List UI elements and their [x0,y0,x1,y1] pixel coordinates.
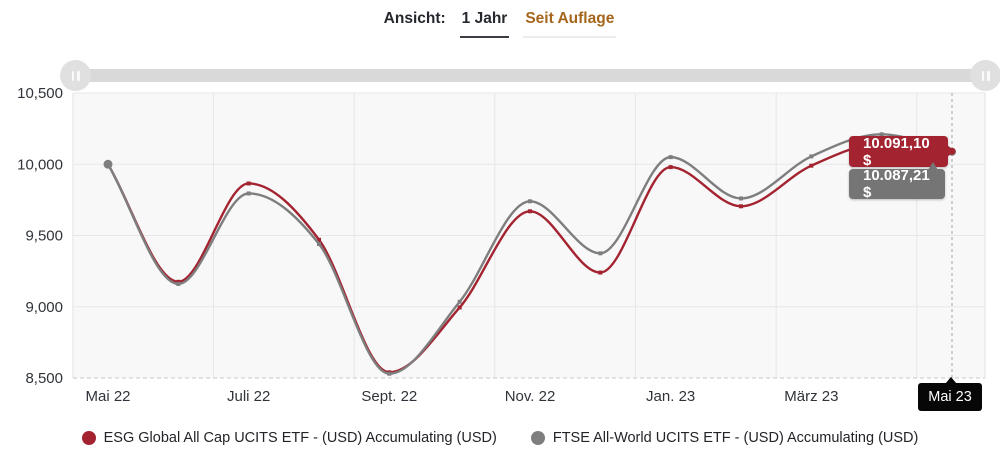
x-axis-tick-label: Mai 22 [85,388,130,405]
legend-label-esg: ESG Global All Cap UCITS ETF - (USD) Acc… [103,430,497,446]
data-point-marker[interactable] [176,281,181,286]
data-point-marker[interactable] [668,155,673,160]
view-switcher: Ansicht: 1 Jahr Seit Auflage [0,6,1000,38]
y-axis-tick-label: 8,500 [25,370,63,387]
date-range-handle-left[interactable] [60,60,91,91]
view-switcher-label: Ansicht: [383,10,446,27]
date-range-handle-right[interactable] [970,60,1000,91]
x-axis-tick-label: März 23 [784,388,838,405]
legend-label-ftse: FTSE All-World UCITS ETF - (USD) Accumul… [552,430,919,446]
x-axis-tick-label: Juli 22 [227,388,270,405]
drag-grip-icon [71,70,74,81]
tooltip-esg-value: 10.091,10 $ [849,135,955,169]
drag-grip-icon [981,70,984,81]
data-point-marker[interactable] [739,204,743,209]
data-point-marker[interactable] [528,209,532,214]
start-point-marker[interactable] [103,159,113,169]
data-point-marker[interactable] [387,371,392,376]
x-axis-tick-label: Nov. 22 [505,388,556,405]
tab-seit-auflage[interactable]: Seit Auflage [523,6,617,38]
legend-dot-red-icon [81,431,96,445]
data-point-marker[interactable] [317,237,321,242]
series-line-ftse[interactable] [106,133,953,375]
tab-1-jahr[interactable]: 1 Jahr [459,6,510,38]
y-axis-tick-label: 9,500 [25,228,63,245]
data-point-marker[interactable] [246,181,251,186]
drag-grip-icon [987,70,990,81]
data-point-marker[interactable] [528,199,532,204]
x-axis-tick-label: Jan. 23 [646,388,695,405]
date-range-slider-track[interactable] [73,69,985,82]
series-line-esg[interactable] [106,142,953,374]
tooltip-ftse-value: 10.087,21 $ [849,162,945,201]
x-axis-tick-label: Sept. 22 [361,388,417,405]
data-point-marker[interactable] [739,196,743,201]
data-point-marker[interactable] [598,251,603,256]
data-point-marker[interactable] [317,242,321,247]
data-point-marker[interactable] [809,163,814,168]
data-point-marker[interactable] [457,305,462,310]
y-axis-tick-label: 10,000 [17,156,63,173]
data-point-marker[interactable] [598,270,603,275]
legend-item-ftse[interactable]: FTSE All-World UCITS ETF - (USD) Accumul… [530,430,919,446]
y-axis-tick-label: 10,500 [17,85,63,102]
data-point-marker[interactable] [809,154,814,159]
legend-dot-gray-icon [530,431,545,445]
y-axis-tick-label: 9,000 [25,299,63,316]
drag-grip-icon [77,70,80,81]
crosshair-date-label: Mai 23 [918,377,982,411]
data-point-marker[interactable] [246,191,251,196]
data-point-marker[interactable] [668,165,673,170]
legend-item-esg[interactable]: ESG Global All Cap UCITS ETF - (USD) Acc… [81,430,497,446]
data-point-marker[interactable] [176,279,181,284]
chart-legend: ESG Global All Cap UCITS ETF - (USD) Acc… [0,430,1000,446]
data-point-marker[interactable] [457,299,462,304]
data-point-marker[interactable] [879,132,884,137]
